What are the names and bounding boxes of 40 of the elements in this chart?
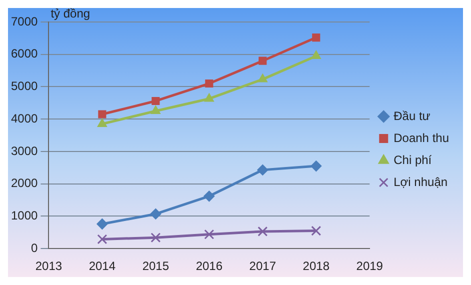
x-tick-label: 2017: [249, 259, 276, 274]
point: [152, 96, 160, 106]
x-tick-label: 2013: [35, 259, 62, 274]
y-tick-label: 5000: [10, 79, 38, 94]
point: [97, 118, 108, 127]
point: [258, 74, 268, 82]
x-tick-label: 2014: [88, 259, 116, 274]
point: [257, 164, 268, 176]
legend-label: Chi phí: [394, 152, 432, 167]
y-axis-title: tỷ đồng: [50, 6, 90, 20]
point: [150, 232, 161, 243]
x-tick-label: 2019: [356, 259, 384, 274]
point: [97, 234, 108, 244]
point: [204, 190, 215, 202]
point: [311, 226, 322, 236]
point: [258, 226, 268, 236]
x-tick-label: 2018: [302, 259, 330, 274]
point: [205, 79, 214, 88]
point: [310, 160, 322, 172]
legend-label: Lợi nhuận: [394, 174, 448, 189]
y-tick-label: 4000: [10, 111, 38, 126]
point: [98, 110, 106, 118]
y-tick-label: 0: [31, 240, 38, 255]
y-tick-label: 2000: [10, 176, 38, 190]
y-tick-label: 3000: [10, 144, 38, 158]
legend-label: Đầu tư: [394, 108, 430, 123]
x-tick-label: 2015: [142, 259, 170, 274]
y-tick-label: 7000: [10, 14, 38, 28]
point: [96, 218, 108, 230]
point: [204, 93, 214, 102]
point: [258, 56, 267, 65]
y-tick-label: 6000: [10, 46, 38, 61]
point: [312, 34, 320, 42]
x-tick-label: 2016: [196, 259, 223, 274]
point: [204, 229, 214, 240]
point: [150, 106, 160, 114]
legend-label: Doanh thu: [394, 130, 450, 145]
point: [150, 208, 162, 220]
point: [311, 50, 321, 59]
y-tick-label: 1000: [10, 208, 38, 223]
